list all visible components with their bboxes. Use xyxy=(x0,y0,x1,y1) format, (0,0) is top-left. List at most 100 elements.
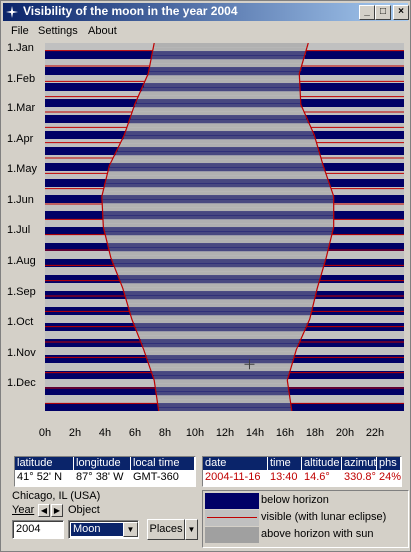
night-band-left xyxy=(45,127,127,132)
night-band-left xyxy=(45,335,140,340)
night-band-left xyxy=(45,227,104,232)
night-band-right xyxy=(303,59,404,64)
night-band-right xyxy=(305,51,404,56)
night-band-right xyxy=(302,63,404,68)
day-band xyxy=(152,51,306,56)
day-band xyxy=(158,403,292,408)
day-band xyxy=(103,187,332,192)
night-band-left xyxy=(45,351,146,356)
night-band-right xyxy=(328,179,404,184)
night-band-left xyxy=(45,155,114,160)
day-band xyxy=(107,171,326,176)
night-band-right xyxy=(330,239,404,244)
year-input[interactable]: 2004 xyxy=(12,520,64,539)
night-band-left xyxy=(45,255,111,260)
azimut-header: azimut xyxy=(342,457,377,470)
night-band-left xyxy=(45,111,133,116)
minimize-button[interactable]: _ xyxy=(359,5,375,20)
visibility-plot[interactable] xyxy=(45,43,404,411)
object-selected-value: Moon xyxy=(71,523,124,536)
night-band-right xyxy=(332,231,404,236)
day-band xyxy=(124,291,316,296)
night-band-left xyxy=(45,223,104,228)
night-band-right xyxy=(322,163,404,168)
night-band-right xyxy=(299,83,404,88)
night-band-right xyxy=(301,335,404,340)
night-band-right xyxy=(288,383,404,388)
night-band-left xyxy=(45,59,152,64)
x-tick-label: 18h xyxy=(305,427,325,439)
night-band-right xyxy=(299,75,404,80)
night-band-left xyxy=(45,303,128,308)
sunset-curve xyxy=(101,43,160,411)
menu-file[interactable]: File xyxy=(11,25,29,37)
night-band-left xyxy=(45,399,158,404)
time-header: time xyxy=(268,457,302,470)
day-band xyxy=(113,155,321,160)
y-tick-label: 1.Nov xyxy=(7,347,36,359)
y-tick-label: 1.Mar xyxy=(7,102,36,114)
places-button[interactable]: Places xyxy=(147,519,185,540)
chevron-down-icon[interactable]: ▼ xyxy=(123,522,138,537)
day-band xyxy=(103,219,334,224)
day-band xyxy=(155,387,289,392)
y-tick-label: 1.Feb xyxy=(7,73,36,85)
night-band-right xyxy=(299,71,404,76)
night-band-left xyxy=(45,51,153,56)
night-band-right xyxy=(311,127,404,132)
year-prev-button[interactable]: ◀ xyxy=(38,504,50,517)
object-select[interactable]: Moon ▼ xyxy=(68,520,139,539)
legend-sun-label: above horizon with sun xyxy=(261,528,374,540)
title-bar[interactable]: Visibility of the moon in the year 2004 … xyxy=(3,3,409,21)
night-band-left xyxy=(45,115,131,120)
day-band xyxy=(129,307,312,312)
night-band-left xyxy=(45,211,103,216)
night-band-left xyxy=(45,407,159,411)
night-band-left xyxy=(45,139,122,144)
legend-swatch-sun xyxy=(205,527,259,543)
day-band xyxy=(149,67,302,72)
places-dropdown-icon[interactable]: ▼ xyxy=(185,519,198,540)
menu-about[interactable]: About xyxy=(88,25,117,37)
day-band xyxy=(133,107,303,112)
x-tick-label: 0h xyxy=(38,427,52,439)
night-band-left xyxy=(45,63,151,68)
night-band-right xyxy=(306,323,404,328)
year-next-button[interactable]: ▶ xyxy=(51,504,63,517)
day-band xyxy=(102,191,333,196)
close-button[interactable]: × xyxy=(393,5,409,20)
night-band-right xyxy=(315,139,404,144)
night-band-left xyxy=(45,391,157,396)
location-panel: latitude longitude local time 41° 52' N … xyxy=(14,456,196,487)
day-band xyxy=(134,323,307,328)
night-band-left xyxy=(45,179,106,184)
menu-settings[interactable]: Settings xyxy=(38,25,78,37)
night-band-left xyxy=(45,203,103,208)
night-band-right xyxy=(289,371,404,376)
night-band-left xyxy=(45,267,116,272)
night-band-right xyxy=(331,235,404,240)
maximize-button[interactable]: □ xyxy=(375,5,391,20)
night-band-left xyxy=(45,251,110,256)
day-band xyxy=(105,179,329,184)
night-band-right xyxy=(329,243,404,248)
night-band-right xyxy=(303,331,404,336)
night-band-right xyxy=(299,87,404,92)
night-band-left xyxy=(45,395,157,400)
night-band-right xyxy=(313,299,404,304)
night-band-left xyxy=(45,243,108,248)
day-band xyxy=(148,71,300,76)
day-band xyxy=(140,91,301,96)
y-tick-label: 1.Sep xyxy=(7,286,36,298)
night-band-left xyxy=(45,95,139,100)
day-band xyxy=(125,295,315,300)
day-band xyxy=(150,63,303,68)
longitude-header: longitude xyxy=(74,457,131,470)
y-tick-label: 1.Jul xyxy=(7,224,31,236)
day-band xyxy=(107,243,330,248)
x-tick-label: 14h xyxy=(245,427,265,439)
night-band-left xyxy=(45,167,109,172)
day-band xyxy=(106,239,331,244)
night-band-left xyxy=(45,331,138,336)
night-band-left xyxy=(45,367,151,372)
